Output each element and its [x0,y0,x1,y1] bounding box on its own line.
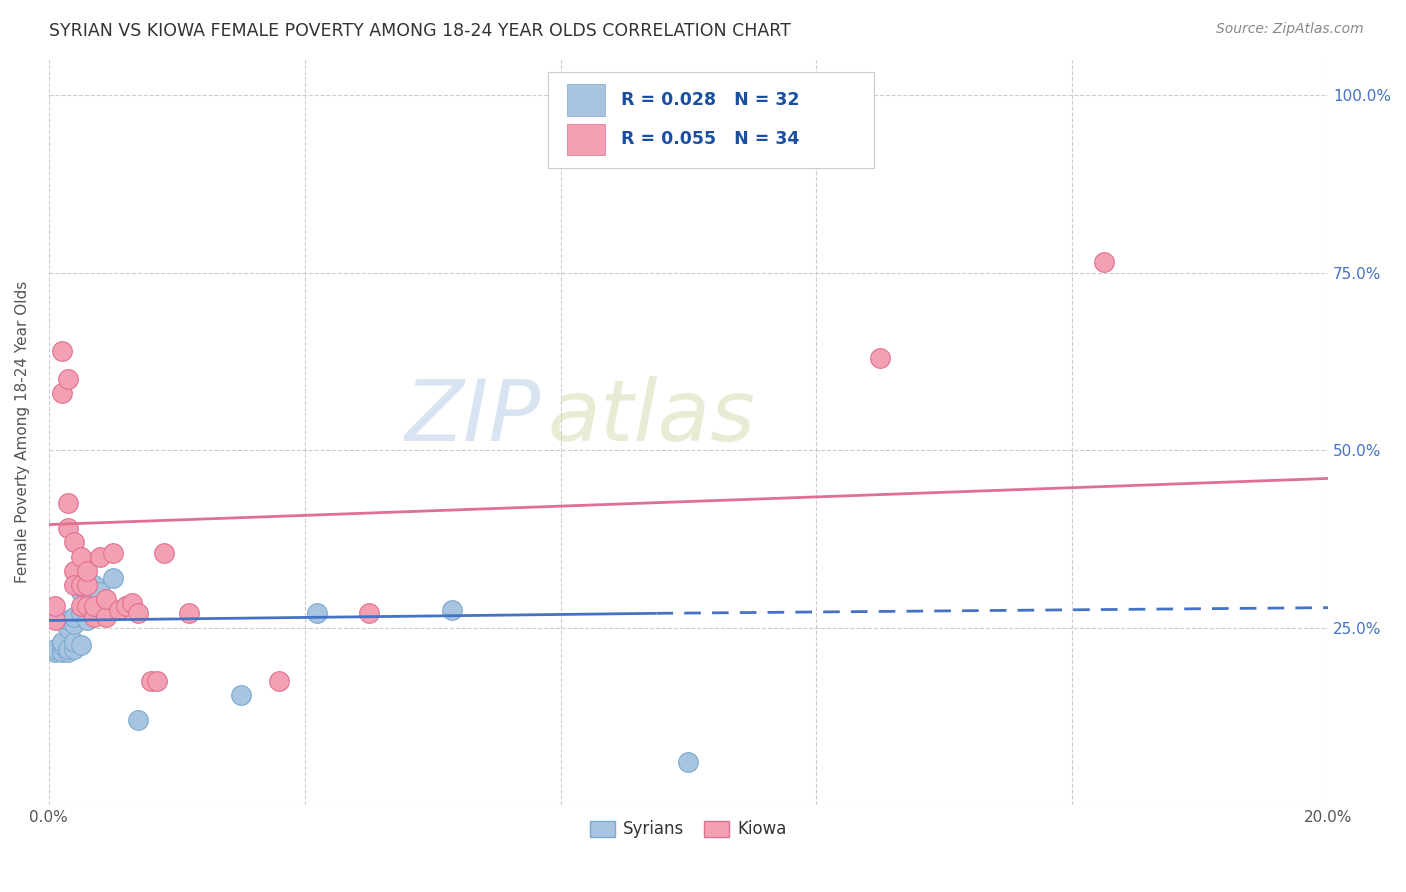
Syrians [678,756,700,770]
Kiowa [869,351,891,365]
Syrians [56,641,79,656]
Syrians [56,614,79,628]
Kiowa [101,546,124,560]
Syrians [76,592,98,607]
Syrians [229,688,252,702]
Y-axis label: Female Poverty Among 18-24 Year Olds: Female Poverty Among 18-24 Year Olds [15,281,30,583]
Kiowa [69,578,91,592]
Text: Source: ZipAtlas.com: Source: ZipAtlas.com [1216,22,1364,37]
Syrians [69,585,91,599]
Kiowa [56,521,79,535]
Kiowa [83,599,105,614]
Kiowa [76,564,98,578]
Syrians [83,596,105,610]
Syrians [101,571,124,585]
Kiowa [96,592,118,607]
Kiowa [51,386,73,401]
Kiowa [179,607,201,621]
FancyBboxPatch shape [567,84,606,115]
Kiowa [44,614,66,628]
Syrians [44,645,66,659]
Syrians [96,599,118,614]
Syrians [56,621,79,635]
Syrians [127,713,149,727]
Kiowa [51,343,73,358]
Syrians [69,638,91,652]
Syrians [76,585,98,599]
Syrians [440,603,463,617]
FancyBboxPatch shape [548,72,875,168]
Legend: Syrians, Kiowa: Syrians, Kiowa [583,814,794,845]
Kiowa [139,673,162,688]
Text: atlas: atlas [548,376,755,458]
Kiowa [357,607,380,621]
Kiowa [69,549,91,564]
Kiowa [114,599,136,614]
Syrians [307,607,329,621]
Syrians [44,641,66,656]
Syrians [114,599,136,614]
Syrians [83,578,105,592]
Syrians [51,638,73,652]
Syrians [89,607,111,621]
Syrians [63,610,86,624]
Syrians [51,645,73,659]
Kiowa [56,496,79,510]
Kiowa [96,610,118,624]
Text: R = 0.055   N = 34: R = 0.055 N = 34 [620,130,799,148]
Kiowa [56,372,79,386]
Kiowa [83,610,105,624]
Kiowa [89,549,111,564]
Kiowa [146,673,169,688]
Kiowa [63,535,86,549]
Kiowa [69,599,91,614]
Text: ZIP: ZIP [405,376,541,458]
Syrians [89,585,111,599]
Kiowa [1092,255,1115,269]
Kiowa [76,599,98,614]
Syrians [51,634,73,648]
Syrians [69,578,91,592]
Syrians [63,641,86,656]
Syrians [56,645,79,659]
Kiowa [63,564,86,578]
Syrians [63,634,86,648]
Kiowa [267,673,290,688]
Syrians [69,607,91,621]
Kiowa [121,596,143,610]
Kiowa [127,607,149,621]
FancyBboxPatch shape [567,124,606,155]
Kiowa [63,578,86,592]
Kiowa [153,546,176,560]
Kiowa [76,578,98,592]
Text: R = 0.028   N = 32: R = 0.028 N = 32 [620,91,799,109]
Text: SYRIAN VS KIOWA FEMALE POVERTY AMONG 18-24 YEAR OLDS CORRELATION CHART: SYRIAN VS KIOWA FEMALE POVERTY AMONG 18-… [49,22,792,40]
Syrians [76,614,98,628]
Kiowa [108,603,131,617]
Syrians [63,617,86,632]
Kiowa [44,599,66,614]
